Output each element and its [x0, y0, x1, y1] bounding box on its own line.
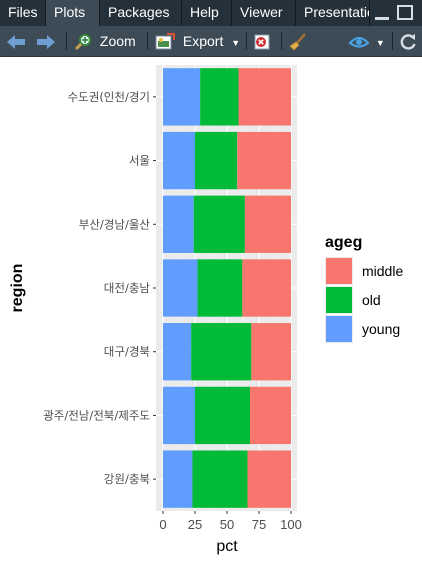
export-label: Export [182, 33, 224, 49]
x-tick-label: 0 [159, 517, 166, 532]
bar-young [163, 323, 192, 381]
x-tick-label: 100 [280, 517, 302, 532]
minimize-pane-icon[interactable] [375, 7, 389, 20]
chevron-down-icon: ▼ [375, 38, 385, 48]
bar-young [163, 259, 198, 317]
remove-plot-button[interactable] [253, 26, 271, 56]
bar-old [191, 323, 252, 381]
bar-old [197, 259, 243, 317]
clear-all-plots-button[interactable] [289, 26, 307, 56]
x-tick-label: 75 [252, 517, 266, 532]
publish-icon [348, 37, 370, 48]
tab-presentation[interactable]: Presentation [296, 0, 370, 26]
y-tick-label: 대구/경북 [104, 345, 150, 359]
tab-viewer[interactable]: Viewer [232, 0, 296, 26]
legend-key-young [326, 316, 352, 342]
broom-icon [289, 33, 306, 51]
bar-young [163, 195, 194, 253]
export-button[interactable]: Export ▼ [155, 26, 240, 56]
legend-label-young: young [362, 321, 400, 337]
refresh-button[interactable] [399, 26, 417, 56]
tab-plots[interactable]: Plots [46, 0, 100, 26]
x-tick-label: 25 [188, 517, 202, 532]
forward-arrow-icon[interactable] [36, 26, 56, 56]
bar-middle [250, 386, 291, 445]
y-tick-label: 강원/충북 [104, 472, 150, 486]
bar-middle [251, 323, 291, 381]
toolbar-separator [392, 32, 393, 50]
bar-old [193, 195, 245, 253]
tab-files[interactable]: Files [0, 0, 46, 26]
maximize-pane-icon[interactable] [397, 5, 413, 20]
y-tick-label: 대전/충남 [104, 281, 151, 295]
toolbar-separator [246, 32, 247, 50]
bar-old [200, 68, 239, 126]
x-tick-label: 50 [220, 517, 234, 532]
pane-tab-bar: Files Plots Packages Help Viewer Present… [0, 0, 422, 26]
y-tick-label: 부산/경남/울산 [79, 217, 151, 231]
tab-packages[interactable]: Packages [100, 0, 182, 26]
bar-middle [242, 259, 291, 317]
zoom-button[interactable]: Zoom [74, 26, 136, 56]
stacked-bar-chart: 수도권(인천/경기서울부산/경남/울산대전/충남대구/경북광주/전남/전북/제주… [9, 65, 403, 555]
bar-middle [247, 450, 291, 508]
toolbar-separator [147, 32, 148, 50]
legend-label-middle: middle [362, 263, 403, 279]
plots-toolbar: Zoom Export ▼ ▼ [0, 26, 422, 57]
export-icon [155, 33, 175, 50]
y-axis-title: region [9, 264, 26, 313]
bar-middle [244, 195, 291, 253]
zoom-label: Zoom [99, 33, 136, 49]
bar-young [163, 386, 195, 445]
bar-old [195, 131, 238, 190]
legend-key-middle [326, 258, 352, 284]
refresh-icon [400, 34, 416, 50]
chevron-down-icon: ▼ [231, 38, 241, 48]
zoom-icon [74, 34, 91, 51]
y-tick-label: 광주/전남/전북/제주도 [43, 408, 150, 422]
bar-old [195, 386, 251, 445]
bar-old [192, 450, 248, 508]
legend-key-old [326, 287, 352, 313]
bar-middle [237, 131, 291, 190]
x-axis-title: pct [216, 538, 238, 555]
y-tick-label: 수도권(인천/경기 [68, 90, 150, 104]
bar-middle [238, 68, 291, 126]
bar-young [163, 68, 201, 126]
bar-young [163, 450, 193, 508]
toolbar-separator [66, 32, 67, 50]
publish-button[interactable]: ▼ [348, 26, 385, 56]
y-tick-label: 서울 [129, 154, 150, 168]
remove-plot-icon [254, 34, 270, 50]
bar-young [163, 131, 195, 190]
back-arrow-icon[interactable] [6, 26, 26, 56]
tab-help[interactable]: Help [182, 0, 232, 26]
legend-label-old: old [362, 292, 381, 308]
toolbar-separator [281, 32, 282, 50]
legend-title: ageg [325, 234, 362, 251]
